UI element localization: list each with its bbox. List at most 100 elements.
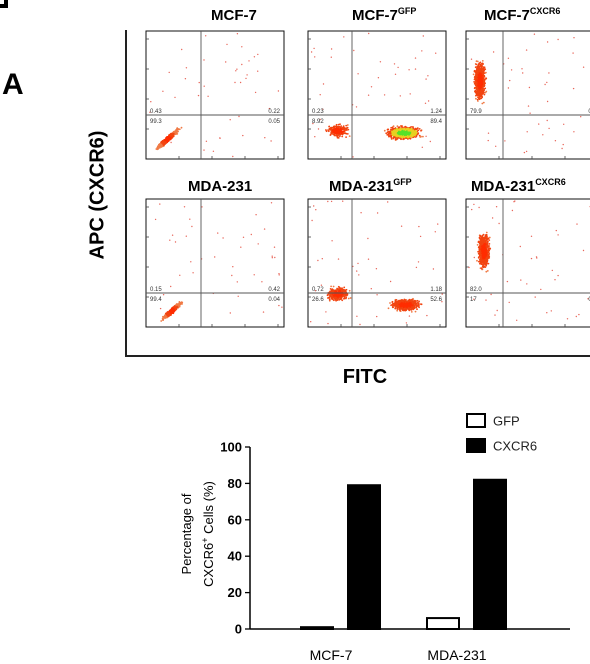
flow-dot xyxy=(175,308,177,311)
flow-dot xyxy=(331,288,334,291)
flow-dot xyxy=(479,64,482,67)
plot-title-sup: GFP xyxy=(393,177,412,187)
flow-plot-frame xyxy=(465,30,590,160)
plot-title-mda231: MDA-231 xyxy=(188,177,252,195)
flow-dot xyxy=(410,303,413,306)
flow-dot xyxy=(341,127,344,129)
flow-dot xyxy=(339,129,342,131)
flow-dot xyxy=(480,93,483,96)
flow-dot xyxy=(490,293,492,296)
flow-dot xyxy=(231,274,233,277)
flow-dot xyxy=(337,258,340,260)
flow-dot xyxy=(478,206,480,209)
flow-dot xyxy=(343,286,346,289)
flow-dot xyxy=(277,90,280,92)
flow-dot xyxy=(582,66,585,68)
flow-dot xyxy=(345,136,347,138)
flow-dot xyxy=(418,128,421,130)
flow-dot xyxy=(314,56,316,58)
flow-dot xyxy=(407,305,410,308)
flow-dot xyxy=(406,131,409,134)
flow-dot xyxy=(542,134,544,136)
flow-dot xyxy=(396,300,399,303)
flow-dot xyxy=(475,94,477,97)
flow-dot xyxy=(525,150,528,153)
flow-dot xyxy=(385,132,388,135)
flow-dot xyxy=(165,137,168,140)
flow-dot xyxy=(496,309,498,312)
flow-dot xyxy=(479,92,481,94)
flow-dot xyxy=(150,101,152,103)
plot-title-mda231-cxcr6: MDA-231CXCR6 xyxy=(471,177,566,195)
flow-dot xyxy=(390,137,393,139)
flow-dot xyxy=(481,102,484,105)
flow-dot xyxy=(396,301,399,304)
flow-dot xyxy=(573,37,575,39)
flow-dot xyxy=(162,140,165,143)
flow-dot xyxy=(162,143,164,146)
flow-dot xyxy=(203,59,205,61)
flow-dot xyxy=(319,94,321,96)
flow-dot xyxy=(526,131,528,133)
plot-title-main: MCF-7 xyxy=(211,7,257,24)
flow-dot xyxy=(487,132,490,134)
flow-dot xyxy=(404,129,407,131)
flow-dot xyxy=(408,133,410,136)
flow-dot xyxy=(417,301,419,304)
flow-dot xyxy=(159,307,162,310)
flow-dot xyxy=(164,315,167,317)
flow-dot xyxy=(241,46,243,48)
flow-dot xyxy=(414,136,417,138)
flow-dot xyxy=(257,243,259,245)
flow-dot xyxy=(235,70,237,72)
flow-dot xyxy=(407,129,410,132)
flow-dot xyxy=(484,91,487,94)
flow-dot xyxy=(236,281,238,283)
flow-dot xyxy=(473,70,476,73)
flow-dot xyxy=(478,95,481,98)
flow-dot xyxy=(394,138,397,141)
flow-dot xyxy=(236,33,239,35)
flow-plot: 79.90.18 xyxy=(465,30,590,160)
flow-dot xyxy=(337,129,339,131)
flow-dot xyxy=(573,131,575,133)
flow-dot xyxy=(337,126,340,128)
flow-dot xyxy=(546,100,549,103)
flow-dot xyxy=(207,95,209,98)
flow-dot xyxy=(314,290,317,292)
flow-dot xyxy=(348,289,351,292)
flow-dot xyxy=(403,298,406,301)
flow-dot xyxy=(410,311,413,313)
flow-dot xyxy=(471,208,473,211)
plot-title-main: MDA-231 xyxy=(188,178,253,195)
flow-dot xyxy=(572,87,575,90)
flow-dot xyxy=(437,223,439,225)
flow-dot xyxy=(343,296,346,298)
flow-dot xyxy=(421,146,423,148)
flow-dot xyxy=(342,200,344,202)
flow-dot xyxy=(376,212,379,214)
flow-dot xyxy=(421,50,423,52)
flow-dot xyxy=(171,234,174,236)
flow-dot xyxy=(336,136,339,139)
flow-dot xyxy=(325,311,327,313)
flow-dot xyxy=(391,130,394,133)
flow-dot xyxy=(264,137,266,139)
flow-dot xyxy=(473,203,475,206)
plot-title-mda231-gfp: MDA-231GFP xyxy=(329,177,412,195)
flow-dot xyxy=(273,246,276,248)
flow-dot xyxy=(507,57,510,59)
flow-dot xyxy=(334,297,337,299)
flow-dot xyxy=(330,200,333,203)
flow-dot xyxy=(405,299,407,301)
flow-dot xyxy=(344,294,347,296)
flow-dot xyxy=(483,75,485,78)
flow-dot xyxy=(335,132,338,135)
flow-dot xyxy=(386,131,389,134)
flow-dot xyxy=(347,128,350,131)
flow-dot xyxy=(475,97,477,100)
flow-dot xyxy=(420,303,422,305)
flow-dot xyxy=(339,123,341,126)
flow-dot xyxy=(521,68,523,70)
flow-dot xyxy=(191,225,193,228)
